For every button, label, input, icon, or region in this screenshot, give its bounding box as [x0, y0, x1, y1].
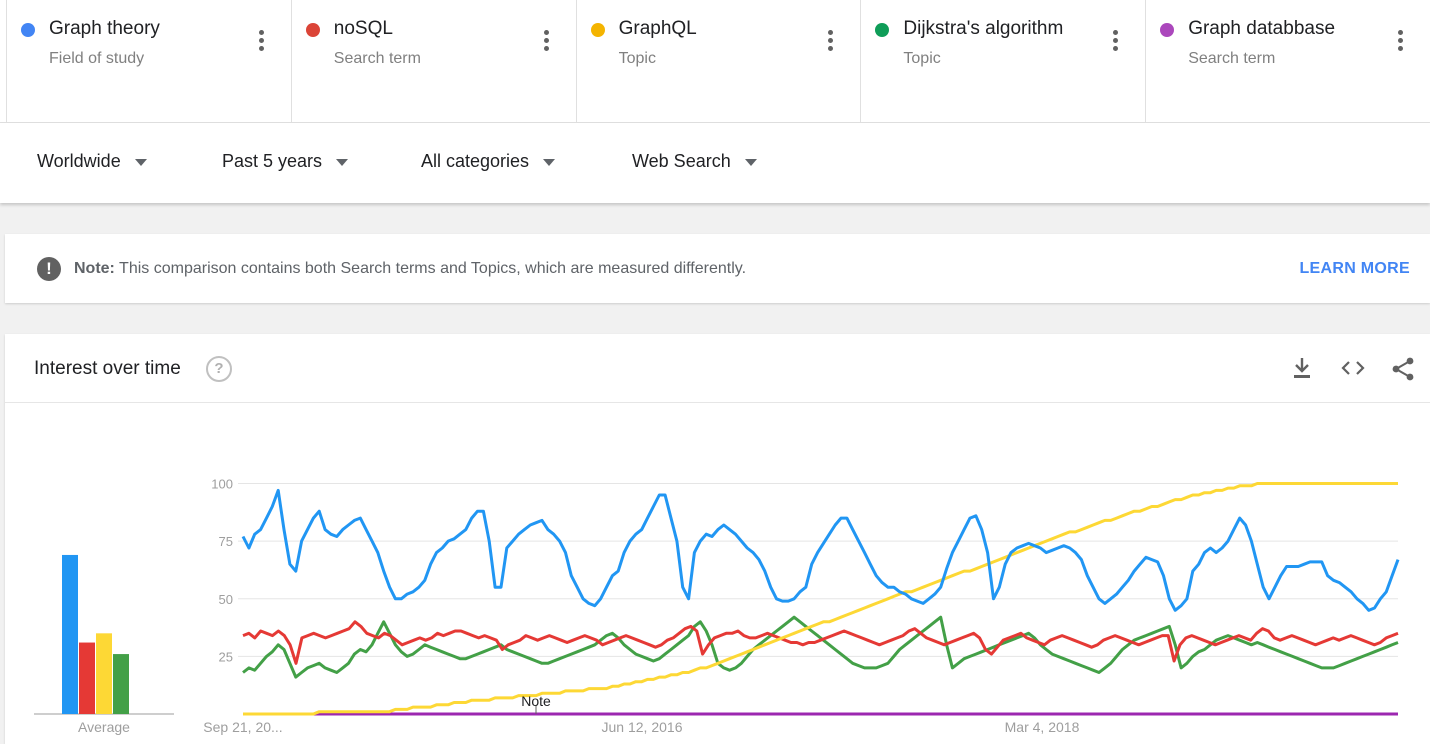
note-text: Note: This comparison contains both Sear…	[74, 260, 746, 278]
time-range-dropdown[interactable]: Past 5 years	[222, 151, 349, 172]
series-color-dot	[1160, 23, 1175, 37]
x-tick-label: Mar 4, 2018	[1005, 719, 1080, 735]
note-body: This comparison contains both Search ter…	[119, 260, 747, 277]
dropdown-arrow-icon	[134, 158, 147, 166]
comparison-note-card: ! Note: This comparison contains both Se…	[5, 234, 1430, 303]
term-card-graph-theory[interactable]: Graph theory Field of study	[6, 0, 291, 122]
interest-chart: 100 75 50 25 Average Sep 21, 20... Jun 12, 201…	[34, 477, 1400, 735]
term-name: noSQL	[333, 18, 393, 39]
term-name: Graph theory	[49, 18, 160, 39]
compare-terms-bar: Graph theory Field of study noSQL Search…	[0, 0, 1430, 123]
y-tick-label: 75	[219, 534, 233, 549]
series-color-dot	[21, 23, 35, 37]
term-kind: Topic	[903, 50, 941, 67]
series-line-graphql	[243, 482, 1398, 716]
term-card-graph-database[interactable]: Graph databbase Search term	[1145, 0, 1430, 122]
more-options-icon[interactable]	[1113, 30, 1119, 52]
help-icon[interactable]: ?	[206, 356, 232, 382]
category-label: All categories	[421, 151, 530, 171]
dropdown-arrow-icon	[744, 158, 757, 166]
y-tick-label: 50	[219, 592, 233, 607]
average-bar	[62, 554, 78, 714]
region-label: Worldwide	[37, 151, 121, 171]
region-dropdown[interactable]: Worldwide	[37, 151, 147, 172]
note-label: Note:	[74, 260, 115, 277]
average-bar	[79, 642, 95, 714]
x-tick-label: Jun 12, 2016	[602, 719, 683, 735]
exclamation-icon: !	[37, 257, 61, 281]
search-property-label: Web Search	[632, 151, 731, 171]
y-tick-label: 100	[211, 477, 233, 492]
filter-bar: Worldwide Past 5 years All categories We…	[0, 123, 1430, 203]
average-bar	[96, 633, 112, 714]
series-color-dot	[305, 23, 320, 37]
y-tick-label: 25	[219, 649, 233, 664]
learn-more-link[interactable]: LEARN MORE	[1299, 260, 1410, 277]
dropdown-arrow-icon	[336, 158, 349, 166]
series-line-nosql	[242, 620, 1399, 665]
more-options-icon[interactable]	[543, 30, 550, 52]
term-name: GraphQL	[618, 18, 697, 39]
interest-over-time-card: Interest over time ? 100 75 50 25 Average Sep…	[5, 334, 1430, 744]
more-options-icon[interactable]	[828, 30, 834, 52]
term-kind: Search term	[333, 50, 421, 67]
term-name: Graph databbase	[1188, 18, 1336, 39]
term-kind: Search term	[1188, 50, 1276, 67]
card-title: Interest over time	[34, 358, 181, 379]
term-kind: Field of study	[49, 50, 145, 67]
series-line-dijkstra	[242, 615, 1399, 679]
term-kind: Topic	[618, 50, 656, 67]
more-options-icon[interactable]	[1397, 30, 1404, 52]
note-annotation: Note	[521, 693, 551, 709]
download-icon[interactable]	[1291, 356, 1313, 385]
share-icon[interactable]	[1390, 356, 1416, 387]
series-line-graph-theory	[241, 488, 1400, 612]
term-card-graphql[interactable]: GraphQL Topic	[575, 0, 861, 122]
term-card-dijkstra[interactable]: Dijkstra's algorithm Topic	[860, 0, 1145, 122]
series-color-dot	[875, 23, 890, 37]
term-name: Dijkstra's algorithm	[903, 18, 1064, 39]
x-tick-label: Sep 21, 20...	[203, 719, 282, 735]
term-card-nosql[interactable]: noSQL Search term	[290, 0, 576, 122]
category-dropdown[interactable]: All categories	[421, 151, 556, 172]
series-color-dot	[590, 23, 605, 37]
dropdown-arrow-icon	[543, 158, 556, 166]
card-header: Interest over time ?	[5, 334, 1430, 403]
average-bar	[113, 654, 129, 714]
time-range-label: Past 5 years	[222, 151, 323, 171]
average-label: Average	[78, 719, 130, 735]
embed-code-icon[interactable]	[1340, 356, 1366, 385]
more-options-icon[interactable]	[258, 30, 265, 52]
search-property-dropdown[interactable]: Web Search	[632, 151, 757, 172]
